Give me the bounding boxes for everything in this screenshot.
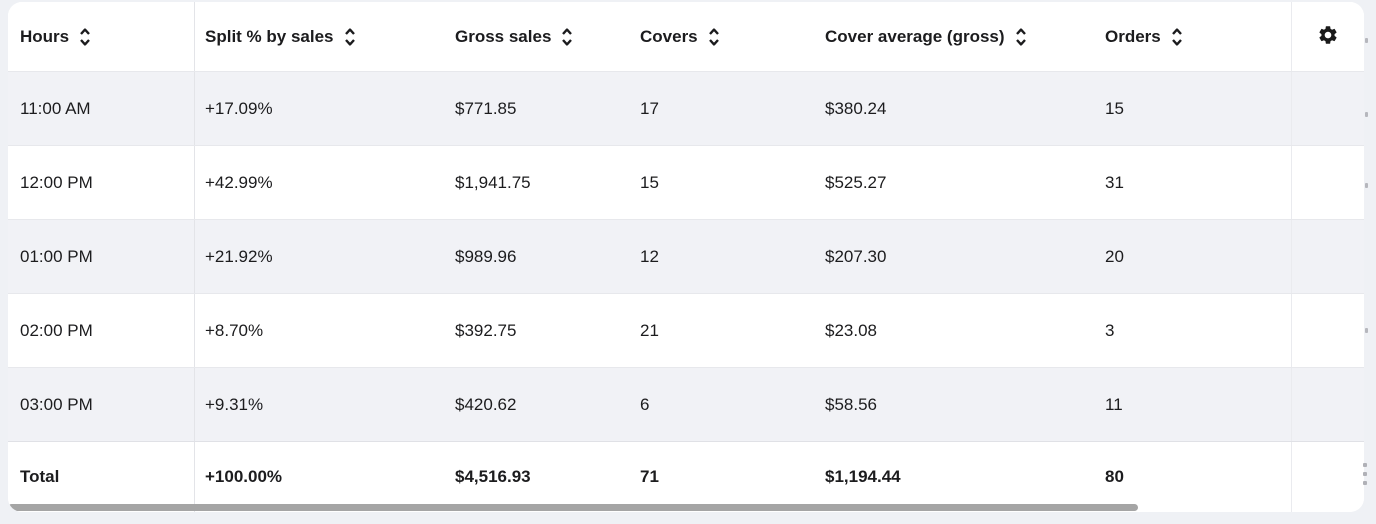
header-cell-orders[interactable]: Orders xyxy=(1095,2,1291,71)
header-cell-hours[interactable]: Hours xyxy=(8,2,195,71)
header-cell-covers[interactable]: Covers xyxy=(630,2,815,71)
cell-split-pct: +8.70% xyxy=(205,320,264,340)
table-row: 02:00 PM +8.70% $392.75 21 $23.08 3 xyxy=(8,293,1364,367)
cell-covers: 15 xyxy=(640,172,659,192)
cell-gross-sales: $392.75 xyxy=(455,320,517,340)
cell-settings-spacer xyxy=(1291,294,1364,367)
clipped-content-marker xyxy=(1365,183,1368,188)
total-cell-hours: Total xyxy=(8,442,195,512)
cell-cover-average: $525.27 xyxy=(825,172,887,192)
header-cell-split-pct[interactable]: Split % by sales xyxy=(195,2,445,71)
cell-settings-spacer xyxy=(1291,368,1364,441)
cell-split-pct: +21.92% xyxy=(205,246,273,266)
clipped-content-marker xyxy=(1365,328,1368,333)
table-row: 11:00 AM +17.09% $771.85 17 $380.24 15 xyxy=(8,71,1364,145)
cell-hours: 02:00 PM xyxy=(8,294,195,367)
cell-hours: 11:00 AM xyxy=(8,72,195,145)
header-cell-cover-average[interactable]: Cover average (gross) xyxy=(815,2,1095,71)
header-cell-gross-sales[interactable]: Gross sales xyxy=(445,2,630,71)
cell-orders: 20 xyxy=(1105,246,1124,266)
header-label-gross-sales: Gross sales xyxy=(455,26,552,46)
header-label-covers: Covers xyxy=(640,26,698,46)
cell-settings-spacer xyxy=(1291,220,1364,293)
cell-split-pct: +42.99% xyxy=(205,172,273,192)
table-total-row: Total +100.00% $4,516.93 71 $1,194.44 80 xyxy=(8,441,1364,512)
clipped-content-marker xyxy=(1363,463,1367,467)
total-cell-orders: 80 xyxy=(1105,467,1124,486)
cell-gross-sales: $420.62 xyxy=(455,394,517,414)
cell-cover-average: $23.08 xyxy=(825,320,877,340)
cell-orders: 11 xyxy=(1105,394,1123,414)
sort-updown-icon[interactable] xyxy=(561,27,573,47)
cell-covers: 12 xyxy=(640,246,659,266)
sort-updown-icon[interactable] xyxy=(1015,27,1027,47)
total-cell-covers: 71 xyxy=(640,467,659,486)
cell-settings-spacer xyxy=(1291,442,1364,512)
horizontal-scrollbar-thumb[interactable] xyxy=(8,504,1138,511)
total-cell-gross-sales: $4,516.93 xyxy=(455,467,531,486)
sort-updown-icon[interactable] xyxy=(1171,27,1183,47)
cell-covers: 6 xyxy=(640,394,650,414)
cell-cover-average: $207.30 xyxy=(825,246,887,266)
clipped-content-marker xyxy=(1365,38,1368,43)
header-cell-settings xyxy=(1291,2,1364,71)
gear-icon xyxy=(1317,24,1339,49)
cell-covers: 17 xyxy=(640,98,659,118)
clipped-content-marker xyxy=(1363,481,1367,485)
sort-updown-icon[interactable] xyxy=(708,27,720,47)
cell-cover-average: $380.24 xyxy=(825,98,887,118)
cell-cover-average: $58.56 xyxy=(825,394,877,414)
cell-settings-spacer xyxy=(1291,146,1364,219)
cell-gross-sales: $771.85 xyxy=(455,98,517,118)
table-row: 01:00 PM +21.92% $989.96 12 $207.30 20 xyxy=(8,219,1364,293)
sort-updown-icon[interactable] xyxy=(79,27,91,47)
hourly-sales-table: Hours Split % by sales Gross sales Cover… xyxy=(8,2,1364,512)
table-row: 12:00 PM +42.99% $1,941.75 15 $525.27 31 xyxy=(8,145,1364,219)
cell-settings-spacer xyxy=(1291,72,1364,145)
column-settings-button[interactable] xyxy=(1310,19,1346,55)
cell-covers: 21 xyxy=(640,320,659,340)
cell-orders: 15 xyxy=(1105,98,1124,118)
header-label-hours: Hours xyxy=(20,26,70,46)
table-row: 03:00 PM +9.31% $420.62 6 $58.56 11 xyxy=(8,367,1364,441)
cell-hours: 01:00 PM xyxy=(8,220,195,293)
total-cell-split-pct: +100.00% xyxy=(205,467,283,486)
header-label-split-pct: Split % by sales xyxy=(205,26,334,46)
cell-gross-sales: $989.96 xyxy=(455,246,517,266)
total-cell-cover-average: $1,194.44 xyxy=(825,467,901,486)
cell-orders: 31 xyxy=(1105,172,1124,192)
clipped-content-marker xyxy=(1365,112,1368,117)
cell-split-pct: +9.31% xyxy=(205,394,264,414)
cell-hours: 12:00 PM xyxy=(8,146,195,219)
table-header-row: Hours Split % by sales Gross sales Cover… xyxy=(8,2,1364,71)
sort-updown-icon[interactable] xyxy=(344,27,356,47)
clipped-content-marker xyxy=(1363,472,1367,476)
cell-gross-sales: $1,941.75 xyxy=(455,172,531,192)
cell-orders: 3 xyxy=(1105,320,1115,340)
header-label-orders: Orders xyxy=(1105,26,1161,46)
header-label-cover-average: Cover average (gross) xyxy=(825,26,1005,46)
cell-split-pct: +17.09% xyxy=(205,98,273,118)
cell-hours: 03:00 PM xyxy=(8,368,195,441)
